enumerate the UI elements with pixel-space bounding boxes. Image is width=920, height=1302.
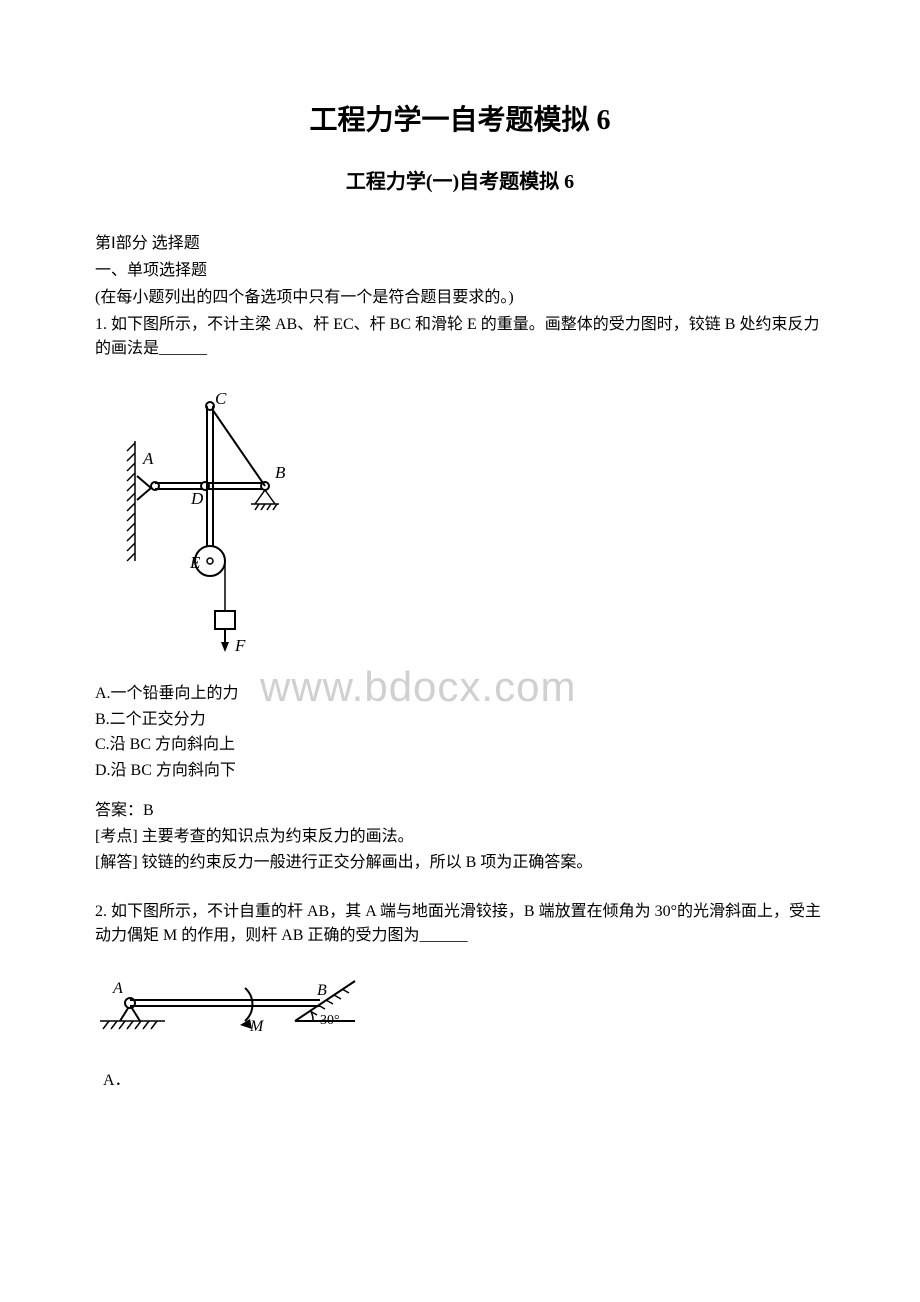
svg-text:F: F xyxy=(234,636,246,655)
svg-text:B: B xyxy=(275,463,286,482)
q2-option-a-label: A． xyxy=(103,1068,825,1094)
svg-text:C: C xyxy=(215,389,227,408)
q1-note2: [解答] 铰链的约束反力一般进行正交分解画出，所以 B 项为正确答案。 xyxy=(95,850,825,876)
q1-text: 1. 如下图所示，不计主梁 AB、杆 EC、杆 BC 和滑轮 E 的重量。画整体… xyxy=(95,313,825,361)
q1-options: A.一个铅垂向上的力 B.二个正交分力 C.沿 BC 方向斜向上 D.沿 BC … xyxy=(95,681,825,783)
svg-text:D: D xyxy=(190,489,204,508)
svg-text:A: A xyxy=(112,980,123,997)
part-header: 第Ⅰ部分 选择题 xyxy=(95,232,825,256)
q2-text: 2. 如下图所示，不计自重的杆 AB，其 A 端与地面光滑铰接，B 端放置在倾角… xyxy=(95,900,825,948)
svg-text:M: M xyxy=(249,1018,265,1035)
q1-note1: [考点] 主要考查的知识点为约束反力的画法。 xyxy=(95,824,825,850)
q1-diagram: A B C D E F xyxy=(125,386,825,656)
q1-option-d: D.沿 BC 方向斜向下 xyxy=(95,758,825,784)
q1-option-c: C.沿 BC 方向斜向上 xyxy=(95,732,825,758)
section-note: (在每小题列出的四个备选项中只有一个是符合题目要求的。) xyxy=(95,286,825,310)
q1-answer: 答案：B xyxy=(95,798,825,824)
svg-text:A: A xyxy=(142,449,154,468)
svg-text:B: B xyxy=(317,982,327,999)
q2-diagram: A B M 30° xyxy=(95,973,825,1053)
main-title: 工程力学一自考题模拟 6 xyxy=(95,100,825,142)
q1-option-b: B.二个正交分力 xyxy=(95,707,825,733)
sub-title: 工程力学(一)自考题模拟 6 xyxy=(95,167,825,197)
svg-text:E: E xyxy=(189,553,201,572)
q1-option-a: A.一个铅垂向上的力 xyxy=(95,681,825,707)
svg-text:30°: 30° xyxy=(320,1013,340,1028)
q1-answer-block: 答案：B [考点] 主要考查的知识点为约束反力的画法。 [解答] 铰链的约束反力… xyxy=(95,798,825,875)
document-content: 工程力学一自考题模拟 6 工程力学(一)自考题模拟 6 第Ⅰ部分 选择题 一、单… xyxy=(95,100,825,1094)
section-header: 一、单项选择题 xyxy=(95,259,825,283)
